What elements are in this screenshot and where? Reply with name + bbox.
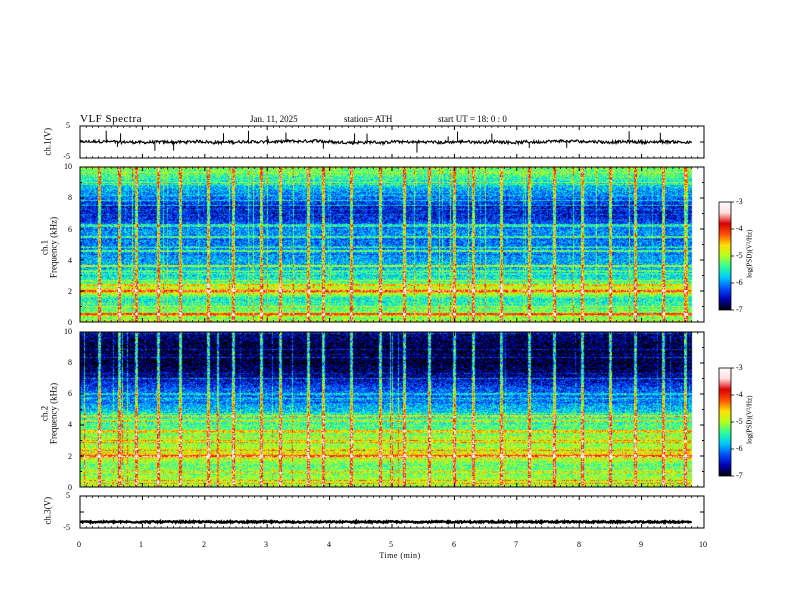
start-ut-label: start UT = 18: 0 : 0: [438, 114, 507, 124]
ch1-frequency-label: Frequency (kHz): [49, 216, 59, 279]
ch1-spectrogram-ylabel: ch.1 Frequency (kHz): [40, 197, 60, 297]
cb2-tick: -3: [736, 363, 743, 372]
colorbars: [718, 201, 734, 477]
ch2-spectrogram-ylabel: ch.2 Frequency (kHz): [40, 363, 60, 463]
cb2-tick: -5: [736, 417, 743, 426]
xtick-label: 4: [327, 540, 331, 549]
ch1-spec-ytick: 8: [68, 193, 72, 202]
ch2-spec-ytick: 0: [68, 483, 72, 492]
g-wave1-trace: [79, 138, 693, 147]
ch2-spec-ytick: 2: [68, 452, 72, 461]
cb2-tick: -6: [736, 444, 743, 453]
ch1-waveform-ylabel: ch.1(V): [42, 127, 53, 156]
xtick-label: 2: [202, 540, 206, 549]
cb1-tick: -3: [736, 197, 743, 206]
ch1-spec-ytick: 2: [68, 287, 72, 296]
ch1-spec-ytick: 10: [64, 162, 72, 171]
cb2-tick: -7: [736, 471, 743, 480]
cb2-label: log(PSD)(V²/Hz): [745, 395, 754, 444]
ch2-spec-ytick: 8: [68, 358, 72, 367]
ch1-wave-ytick-bottom: -5: [63, 152, 70, 161]
ch3-wave-ytick-top: 5: [66, 491, 70, 500]
ch2-colorbar: [718, 367, 732, 477]
ch3-wave-ytick-bottom: -5: [63, 523, 70, 532]
cb1-tick: -4: [736, 224, 743, 233]
g-wave3-trace: [79, 518, 693, 526]
ch3-waveform-ylabel: ch.3(V): [42, 496, 53, 525]
cb1-tick: -7: [736, 305, 743, 314]
figure-title: VLF Spectra: [80, 113, 143, 125]
ch1-wave-ytick-top: 5: [66, 121, 70, 130]
ch1-spec-ytick: 6: [68, 225, 72, 234]
ch2-spec-ytick: 10: [64, 327, 72, 336]
ch2-spec-ytick: 4: [68, 420, 72, 429]
cb1-tick: -6: [736, 278, 743, 287]
ch1-spec-ytick: 4: [68, 256, 72, 265]
ch2-frequency-label: Frequency (kHz): [49, 382, 59, 445]
date-label: Jan. 11, 2025: [250, 114, 298, 124]
station-label: station= ATH: [344, 114, 393, 124]
ch2-spectrogram-panel: [80, 332, 704, 487]
xtick-label: 8: [577, 540, 581, 549]
ch1-colorbar: [718, 201, 732, 311]
xtick-label: 7: [514, 540, 518, 549]
ch1-waveform-panel: [79, 130, 693, 153]
ch2-spec-ytick: 6: [68, 389, 72, 398]
cb1-tick: -5: [736, 251, 743, 260]
xtick-label: 0: [77, 540, 81, 549]
xtick-label: 9: [639, 540, 643, 549]
xtick-label: 6: [452, 540, 456, 549]
panel-frames: [79, 125, 705, 529]
x-axis-label: Time (min): [379, 551, 421, 560]
ch1-spectrogram-panel: [80, 167, 704, 322]
cb1-label: log(PSD)(V²/Hz): [745, 229, 754, 278]
cb2-tick: -4: [736, 390, 743, 399]
xtick-label: 5: [389, 540, 393, 549]
xtick-label: 10: [699, 540, 707, 549]
ch2-spectrogram-image: [80, 332, 704, 487]
xtick-label: 3: [264, 540, 268, 549]
ch1-spec-ytick: 0: [68, 318, 72, 327]
ch3-waveform-panel: [79, 518, 693, 526]
xtick-label: 1: [139, 540, 143, 549]
ch1-spectrogram-image: [80, 167, 704, 322]
